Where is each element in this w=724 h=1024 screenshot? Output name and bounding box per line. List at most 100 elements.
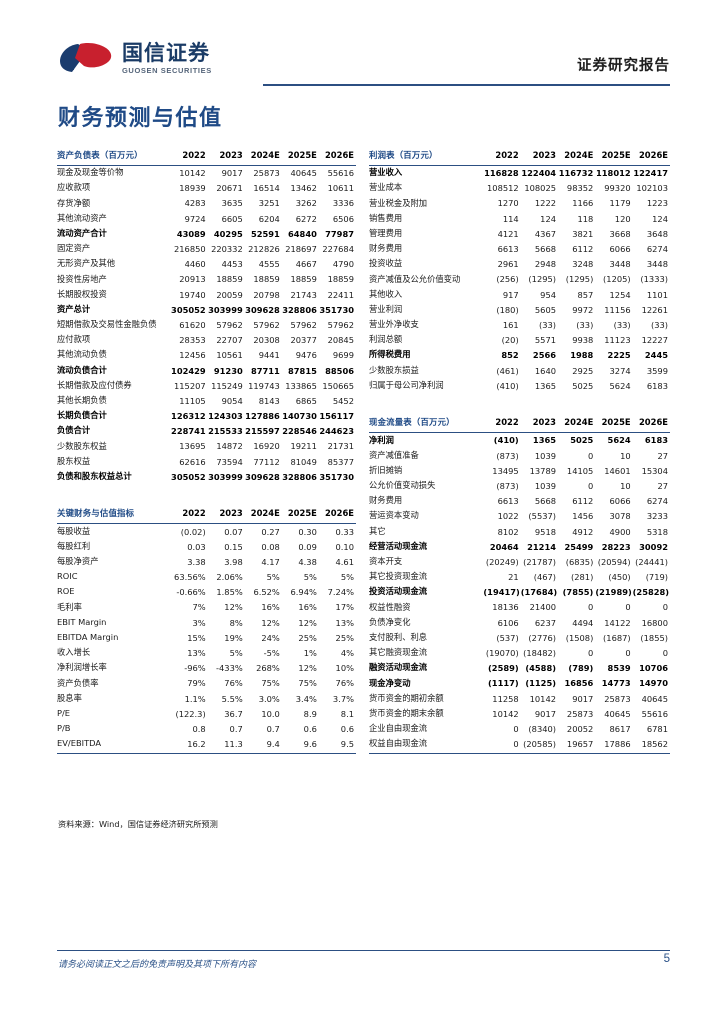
row-value-1: (8340) (528, 723, 557, 734)
row-label: 资产减值及公允价值变动 (369, 273, 461, 284)
row-value-4: 351730 (319, 471, 354, 482)
row-value-4: 227684 (322, 244, 354, 255)
col-year-4: 2026E (318, 146, 356, 166)
brand-logo: 国信证券 GUOSEN SECURITIES (58, 42, 212, 76)
row-value-2: 0.27 (261, 526, 280, 537)
row-label: 融资活动现金流 (369, 662, 428, 673)
source-note: 资料来源：Wind，国信证券经济研究所预测 (58, 819, 218, 829)
row-value-4: 3.7% (332, 693, 354, 704)
row-value-4: 3599 (646, 365, 668, 376)
row-value-3: 9.6 (281, 736, 319, 755)
row-label: 利润总额 (369, 334, 403, 345)
row-value-1: (1125) (525, 678, 557, 689)
row-value-0: 4283 (184, 198, 206, 209)
row-value-0: 79% (187, 678, 206, 689)
row-value-1: 108025 (524, 183, 557, 194)
row-value-2: 309628 (245, 304, 280, 315)
table-row: 营业外净收支 161 (33) (33) (33) (33) (369, 317, 670, 332)
table-row: 每股收益 (0.02) 0.07 0.27 0.30 0.33 (57, 523, 356, 539)
row-value-4: (1333) (640, 274, 668, 285)
row-label: 负债合计 (57, 425, 91, 436)
row-value-2: 20052 (566, 723, 594, 734)
table-row: 资产负债率 79% 76% 75% 75% 76% (57, 676, 356, 691)
row-value-0: (873) (496, 480, 519, 491)
row-label: 毛利率 (57, 601, 82, 612)
income-statement-body: 营业收入 116828 122404 116732 118012 122417 营业成本 10… (369, 165, 670, 393)
row-value-3: 87815 (288, 365, 317, 376)
row-label: 短期借款及交易性金融负债 (57, 319, 157, 330)
table-row: 营业利润 (180) 5605 9972 11156 12261 (369, 302, 670, 317)
col-year-4: 2026E (632, 146, 670, 166)
row-value-0: (180) (496, 304, 519, 315)
row-label: 存货净额 (57, 197, 91, 208)
table-spacer (369, 393, 670, 413)
table-row: 资本开支 (20249) (21787) (6835) (20594) (24441) (369, 554, 670, 569)
row-value-0: 4121 (497, 228, 519, 239)
row-value-3: (33) (613, 319, 631, 330)
table-row: EBIT Margin 3% 8% 12% 12% 13% (57, 615, 356, 630)
row-value-3: (20594) (597, 556, 631, 567)
row-value-0: 9724 (184, 213, 206, 224)
row-value-2: (789) (568, 663, 594, 674)
row-value-2: 4555 (258, 259, 280, 270)
row-label: 投资性房地产 (57, 273, 107, 284)
row-value-3: 10 (620, 480, 631, 491)
row-label: 收入增长 (57, 647, 91, 658)
row-value-1: 9017 (221, 168, 243, 179)
table-row: 存货净额 4283 3635 3251 3262 3336 (57, 196, 356, 211)
row-value-3: 118012 (596, 168, 631, 179)
row-value-3: 14601 (604, 465, 631, 476)
row-value-0: 12456 (179, 350, 206, 361)
row-value-0: 8102 (497, 526, 519, 537)
row-value-4: 76% (335, 678, 354, 689)
table-row: 长期负债合计 126312 124303 127886 140730 156117 (57, 409, 356, 424)
row-label: 资产负债率 (57, 677, 99, 688)
row-value-3: 16% (298, 602, 317, 613)
row-value-0: 10142 (492, 708, 519, 719)
row-value-4: 124 (652, 213, 668, 224)
row-value-4: 6506 (332, 213, 354, 224)
row-value-0: 3.38 (187, 556, 206, 567)
row-value-0: 28353 (179, 335, 206, 346)
row-value-1: 0.7 (229, 723, 243, 734)
table-row: 少数股东损益 (461) 1640 2925 3274 3599 (369, 363, 670, 378)
table-row: 所得税费用 852 2566 1988 2225 2445 (369, 348, 670, 363)
row-value-3: 6066 (609, 244, 631, 255)
row-value-3: 12% (298, 663, 317, 674)
table-row: 其它融资现金流 (19070) (18482) 0 0 0 (369, 645, 670, 660)
row-value-4: 0.10 (335, 541, 354, 552)
brand-text: 国信证券 GUOSEN SECURITIES (122, 43, 212, 75)
row-value-3: 0 (625, 602, 631, 613)
row-value-4: 20845 (327, 335, 354, 346)
row-value-2: 19657 (558, 736, 596, 755)
row-value-3: 5% (303, 572, 317, 583)
table-header-row: 现金流量表（百万元） 2022 2023 2024E 2025E 2026E (369, 413, 670, 433)
row-value-1: 124303 (208, 411, 243, 422)
row-value-3: 14122 (604, 617, 631, 628)
row-value-1: 14872 (216, 441, 243, 452)
row-value-0: 19740 (179, 289, 206, 300)
row-value-3: 81049 (290, 456, 317, 467)
row-value-2: (1295) (565, 274, 594, 285)
row-label: 净利润增长率 (57, 662, 107, 673)
table-row: 公允价值变动损失 (873) 1039 0 10 27 (369, 478, 670, 493)
row-label: 权益性融资 (369, 601, 411, 612)
row-label: 其它 (369, 525, 386, 536)
row-value-4: 3233 (646, 511, 668, 522)
row-label: 现金及现金等价物 (57, 167, 124, 178)
row-value-2: 3821 (572, 228, 594, 239)
table-row: 长期借款及应付债券 115207 115249 119743 133865 150665 (57, 378, 356, 393)
row-value-4: 3648 (646, 228, 668, 239)
table-row: 营运资本变动 1022 (5537) 1456 3078 3233 (369, 509, 670, 524)
brand-name-cn: 国信证券 (122, 41, 210, 66)
page-number: 5 (663, 953, 670, 965)
row-value-3: 25873 (604, 693, 631, 704)
balance-sheet-table: 资产负债表（百万元） 2022 2023 2024E 2025E 2026E 现… (57, 146, 356, 484)
row-value-0: 18939 (179, 183, 206, 194)
row-value-1: 20059 (216, 289, 243, 300)
row-value-2: 87711 (250, 365, 280, 376)
table-row: 股息率 1.1% 5.5% 3.0% 3.4% 3.7% (57, 691, 356, 706)
row-value-0: 10142 (179, 168, 206, 179)
row-value-3: 3078 (609, 511, 631, 522)
row-value-3: 19211 (290, 441, 317, 452)
